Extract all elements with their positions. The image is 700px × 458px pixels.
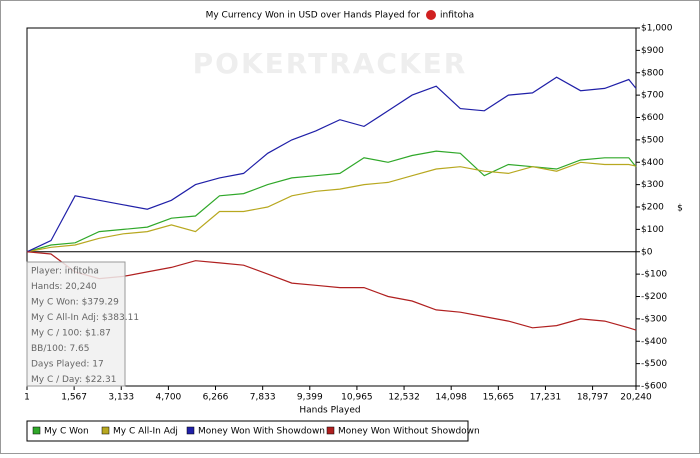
y-axis-label: $ bbox=[677, 204, 683, 214]
y-tick-label: $700 bbox=[641, 91, 664, 101]
info-line: BB/100: 7.65 bbox=[31, 344, 90, 354]
x-tick-label: 9,399 bbox=[297, 393, 323, 403]
y-tick-label: $300 bbox=[641, 180, 664, 190]
x-tick-label: 4,700 bbox=[156, 393, 182, 403]
y-tick-label: -$500 bbox=[641, 359, 667, 369]
legend-label: My C All-In Adj bbox=[113, 427, 178, 437]
x-tick-label: 15,665 bbox=[483, 393, 515, 403]
x-tick-label: 20,240 bbox=[620, 393, 652, 403]
info-line: My C / 100: $1.87 bbox=[31, 329, 111, 339]
info-line: My C All-In Adj: $383.11 bbox=[31, 313, 139, 323]
y-tick-label: $1,000 bbox=[641, 24, 673, 34]
series-line bbox=[26, 251, 637, 331]
legend-label: My C Won bbox=[44, 427, 89, 437]
series-line bbox=[26, 150, 637, 253]
legend-swatch bbox=[101, 426, 110, 435]
x-tick-label: 10,965 bbox=[341, 393, 373, 403]
legend-items: My C Won My C All-In Adj Money Won With Sh… bbox=[32, 426, 480, 437]
info-line: Days Played: 17 bbox=[31, 360, 104, 370]
series-line bbox=[26, 161, 637, 253]
info-line: Player: infitoha bbox=[31, 267, 99, 277]
y-tick-label: -$200 bbox=[641, 292, 667, 302]
y-tick-label: $400 bbox=[641, 158, 664, 168]
info-line: Hands: 20,240 bbox=[31, 282, 97, 292]
info-line: My C / Day: $22.31 bbox=[31, 375, 117, 385]
series-line bbox=[26, 76, 637, 253]
chart-title: My Currency Won in USD over Hands Played… bbox=[206, 11, 421, 21]
legend-label: Money Won Without Showdown bbox=[338, 427, 480, 437]
x-tick-label: 14,098 bbox=[435, 393, 467, 403]
y-tick-label: $100 bbox=[641, 225, 664, 235]
info-line: My C Won: $379.29 bbox=[31, 298, 119, 308]
legend-swatch bbox=[32, 426, 41, 435]
player-icon bbox=[426, 10, 436, 20]
legend-swatch bbox=[186, 426, 195, 435]
info-box bbox=[26, 261, 126, 387]
legend-swatch bbox=[326, 426, 335, 435]
x-tick-label: 3,133 bbox=[108, 393, 134, 403]
plot: $1,000 $900 $800 $700 $600 $500 $400 $300 $200 $1… bbox=[24, 24, 673, 403]
y-tick-label: -$600 bbox=[641, 382, 667, 392]
player-name: infitoha bbox=[440, 11, 474, 21]
legend-label: Money Won With Showdown bbox=[198, 427, 325, 437]
y-tick-label: $800 bbox=[641, 68, 664, 78]
x-tick-label: 1,567 bbox=[61, 393, 87, 403]
y-tick-label: $500 bbox=[641, 135, 664, 145]
watermark: POKERTRACKER bbox=[193, 47, 468, 80]
y-tick-label: $600 bbox=[641, 113, 664, 123]
y-tick-label: -$300 bbox=[641, 314, 667, 324]
info-lines: Player: infitoha Hands: 20,240 My C Won: $… bbox=[31, 267, 139, 386]
y-tick-label: $0 bbox=[641, 247, 653, 257]
x-tick-label: 12,532 bbox=[388, 393, 420, 403]
y-tick-label: -$400 bbox=[641, 337, 667, 347]
x-tick-label: 18,797 bbox=[577, 393, 609, 403]
x-tick-label: 7,833 bbox=[250, 393, 276, 403]
y-tick-label: $900 bbox=[641, 46, 664, 56]
y-tick-label: -$100 bbox=[641, 270, 667, 280]
x-axis-label: Hands Played bbox=[299, 406, 360, 416]
x-tick-label: 1 bbox=[24, 393, 30, 403]
x-tick-label: 17,231 bbox=[530, 393, 562, 403]
legend bbox=[26, 420, 469, 442]
y-tick-label: $200 bbox=[641, 203, 664, 213]
x-tick-label: 6,266 bbox=[203, 393, 229, 403]
